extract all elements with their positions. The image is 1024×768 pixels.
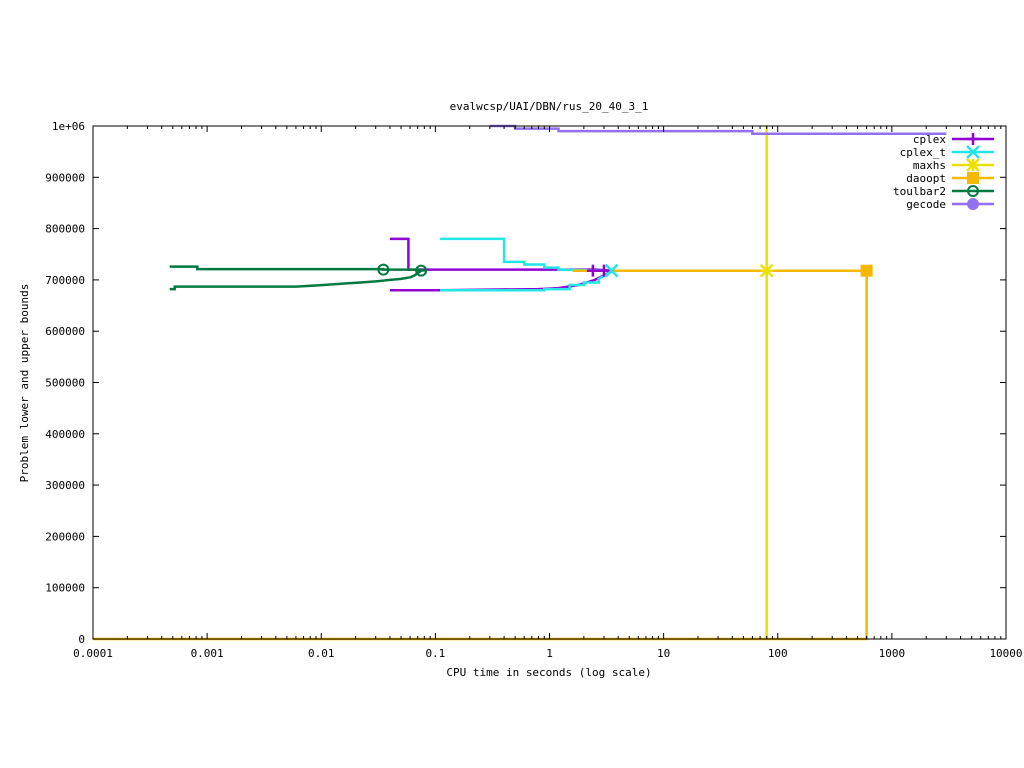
x-tick-label: 100: [768, 647, 788, 660]
legend-marker: [967, 133, 979, 145]
y-axis-label: Problem lower and upper bounds: [18, 284, 31, 483]
legend-marker: [966, 158, 980, 172]
legend-label: gecode: [906, 198, 946, 211]
x-tick-label: 1: [546, 647, 553, 660]
y-tick-label: 200000: [45, 530, 85, 543]
plot-markers: [377, 263, 873, 278]
x-tick-label: 1000: [879, 647, 906, 660]
legend-marker: [967, 185, 979, 197]
y-tick-label: 300000: [45, 479, 85, 492]
series-cplex_t-point: [604, 263, 619, 278]
legend-label: maxhs: [913, 159, 946, 172]
x-axis-label: CPU time in seconds (log scale): [446, 666, 651, 679]
y-tick-label: 0: [78, 633, 85, 646]
x-tick-label: 0.001: [191, 647, 224, 660]
series-toulbar2-point: [377, 263, 390, 276]
y-tick-label: 1e+06: [52, 120, 85, 133]
y-tick-label: 400000: [45, 428, 85, 441]
series-toulbar2-lower-line: [169, 269, 422, 291]
y-tick-label: 600000: [45, 325, 85, 338]
x-tick-label: 10000: [989, 647, 1022, 660]
y-tick-label: 700000: [45, 274, 85, 287]
plot-lines: [93, 124, 947, 641]
legend-entry-maxhs: maxhs: [913, 158, 994, 172]
legend-entry-toulbar2: toulbar2: [893, 185, 994, 198]
legend-entry-cplex: cplex: [913, 133, 994, 146]
y-tick-label: 900000: [45, 171, 85, 184]
x-tick-label: 10: [657, 647, 670, 660]
y-tick-label: 800000: [45, 223, 85, 236]
series-cplex-point: [597, 264, 610, 277]
legend-marker: [967, 172, 979, 184]
ticks: 0.0001 0.001 0.01 0.1 1 10 100 1000 100000100000…: [45, 120, 1022, 660]
series-cplex_t-upper-line: [440, 237, 614, 272]
series-cplex_t-lower-line: [440, 269, 614, 292]
legend-marker: [966, 145, 980, 159]
x-tick-label: 0.0001: [73, 647, 113, 660]
legend-entry-cplex_t: cplex_t: [900, 145, 994, 159]
x-tick-label: 0.01: [308, 647, 335, 660]
x-tick-label: 0.1: [425, 647, 445, 660]
legend-label: toulbar2: [893, 185, 946, 198]
chart-title: evalwcsp/UAI/DBN/rus_20_40_3_1: [450, 100, 649, 113]
legend-entry-gecode: gecode: [906, 198, 994, 211]
y-tick-label: 500000: [45, 377, 85, 390]
legend-label: cplex_t: [900, 146, 946, 159]
series-daoopt-point: [860, 264, 873, 277]
legend-label: cplex: [913, 133, 946, 146]
plot-frame: [92, 125, 1007, 640]
series-maxhs-point: [759, 263, 774, 278]
legend-label: daoopt: [906, 172, 946, 185]
series-daoopt-lower-line: [93, 270, 868, 641]
series-cplex-point: [586, 264, 599, 277]
legend-marker: [967, 198, 979, 210]
series-cplex-lower-line: [390, 269, 614, 292]
legend-entry-daoopt: daoopt: [906, 172, 994, 185]
y-tick-label: 100000: [45, 582, 85, 595]
series-toulbar2-point: [415, 264, 428, 277]
